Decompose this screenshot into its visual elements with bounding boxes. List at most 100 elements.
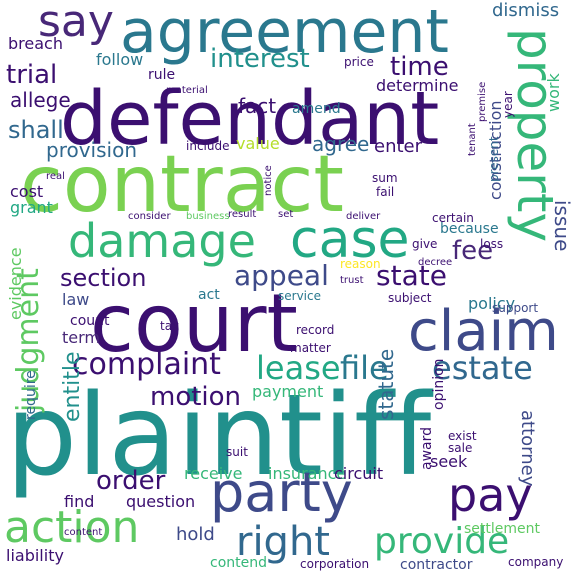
word-determine: determine (376, 76, 459, 95)
word-support: support (492, 301, 539, 315)
word-year: year (501, 91, 515, 118)
word-decree: decree (418, 257, 453, 268)
word-material: material (166, 85, 208, 96)
word-service: service (278, 289, 321, 303)
word-present: present (487, 136, 501, 182)
word-include: include (186, 139, 230, 153)
word-company: company (508, 555, 564, 569)
word-claim: claim (408, 299, 559, 364)
word-question: question (126, 492, 196, 511)
word-tenant: tenant (467, 123, 478, 156)
word-provide: provide (374, 521, 510, 562)
word-state: state (376, 259, 447, 292)
word-settlement: settlement (464, 521, 541, 537)
word-circuit: circuit (334, 464, 384, 483)
word-hold: hold (176, 524, 215, 545)
word-appeal: appeal (234, 259, 329, 292)
word-find: find (64, 492, 95, 511)
word-defendant: defendant (60, 76, 440, 162)
word-party: party (210, 461, 353, 524)
word-content: content (64, 527, 103, 538)
word-right: right (236, 519, 330, 565)
word-because: because (440, 221, 499, 237)
word-file: file (340, 349, 389, 387)
word-price: price (344, 55, 374, 69)
word-award: award (419, 426, 435, 470)
word-case: case (290, 210, 410, 270)
word-insurance: insurance (268, 464, 347, 483)
word-attorney: attorney (517, 410, 538, 487)
word-damage: damage (68, 214, 256, 268)
word-liability: liability (6, 546, 64, 565)
word-reason: reason (340, 257, 381, 271)
word-section: section (60, 264, 147, 292)
word-rule: rule (148, 67, 176, 83)
word-value: value (236, 134, 280, 153)
word-require: require (23, 370, 39, 420)
word-subject: subject (388, 291, 432, 305)
word-trial: trial (6, 60, 58, 90)
word-complaint: complaint (72, 347, 221, 382)
word-plaintiff: plaintiff (6, 371, 432, 501)
word-enter: enter (374, 136, 423, 157)
word-evidence: evidence (6, 247, 25, 320)
word-shall: shall (8, 116, 64, 144)
word-exist: exist (448, 429, 477, 443)
word-corporation: corporation (300, 557, 370, 571)
word-payment: payment (252, 382, 324, 401)
word-pay: pay (448, 468, 533, 522)
word-breach: breach (8, 34, 63, 53)
word-dismiss: dismiss (492, 0, 560, 21)
word-loss: loss (480, 237, 504, 251)
word-action: action (4, 502, 140, 553)
word-give: give (412, 237, 438, 251)
word-matter: matter (290, 341, 331, 355)
word-grant: grant (10, 198, 53, 217)
word-fact: fact (238, 94, 277, 118)
word-tax: tax (160, 319, 180, 333)
word-provision: provision (46, 138, 137, 162)
word-amend: amend (292, 101, 341, 117)
word-deliver: deliver (346, 211, 381, 222)
word-record: record (296, 323, 335, 337)
word-motion: motion (150, 382, 242, 412)
word-real: real (46, 171, 65, 182)
word-sum: sum (372, 171, 398, 185)
word-set: set (278, 209, 294, 220)
word-statute: statute (374, 348, 398, 420)
word-contend: contend (210, 555, 267, 571)
word-time: time (390, 52, 449, 82)
word-suit: suit (226, 445, 248, 459)
word-policy: policy (468, 294, 516, 313)
word-sale: sale (448, 441, 473, 455)
word-lease: lease (256, 349, 341, 387)
word-term: term (62, 328, 100, 347)
word-cost: cost (10, 182, 44, 201)
word-receive: receive (184, 464, 243, 483)
word-act: act (198, 287, 220, 303)
word-follow: follow (96, 50, 144, 69)
word-court: court (90, 277, 298, 370)
word-estate: estate (432, 349, 533, 387)
word-premise: premise (477, 81, 488, 122)
word-issue: issue (550, 200, 574, 252)
word-fail: fail (376, 185, 395, 199)
word-order: order (96, 466, 166, 496)
word-trust: trust (340, 275, 364, 286)
word-contract: contract (20, 140, 344, 230)
word-result: result (228, 209, 257, 220)
word-fee: fee (452, 236, 494, 266)
word-law: law (62, 290, 90, 309)
word-agreement: agreement (120, 0, 449, 67)
word-contractor: contractor (400, 557, 473, 573)
word-consider: consider (128, 211, 171, 222)
word-interest: interest (210, 44, 310, 74)
word-entitle: entitle (60, 351, 85, 423)
word-notice: notice (263, 165, 274, 196)
word-agree: agree (312, 132, 370, 156)
word-business: business (186, 211, 230, 222)
word-allege: allege (10, 88, 71, 112)
word-say: say (38, 0, 114, 47)
word-count: count (70, 313, 110, 329)
